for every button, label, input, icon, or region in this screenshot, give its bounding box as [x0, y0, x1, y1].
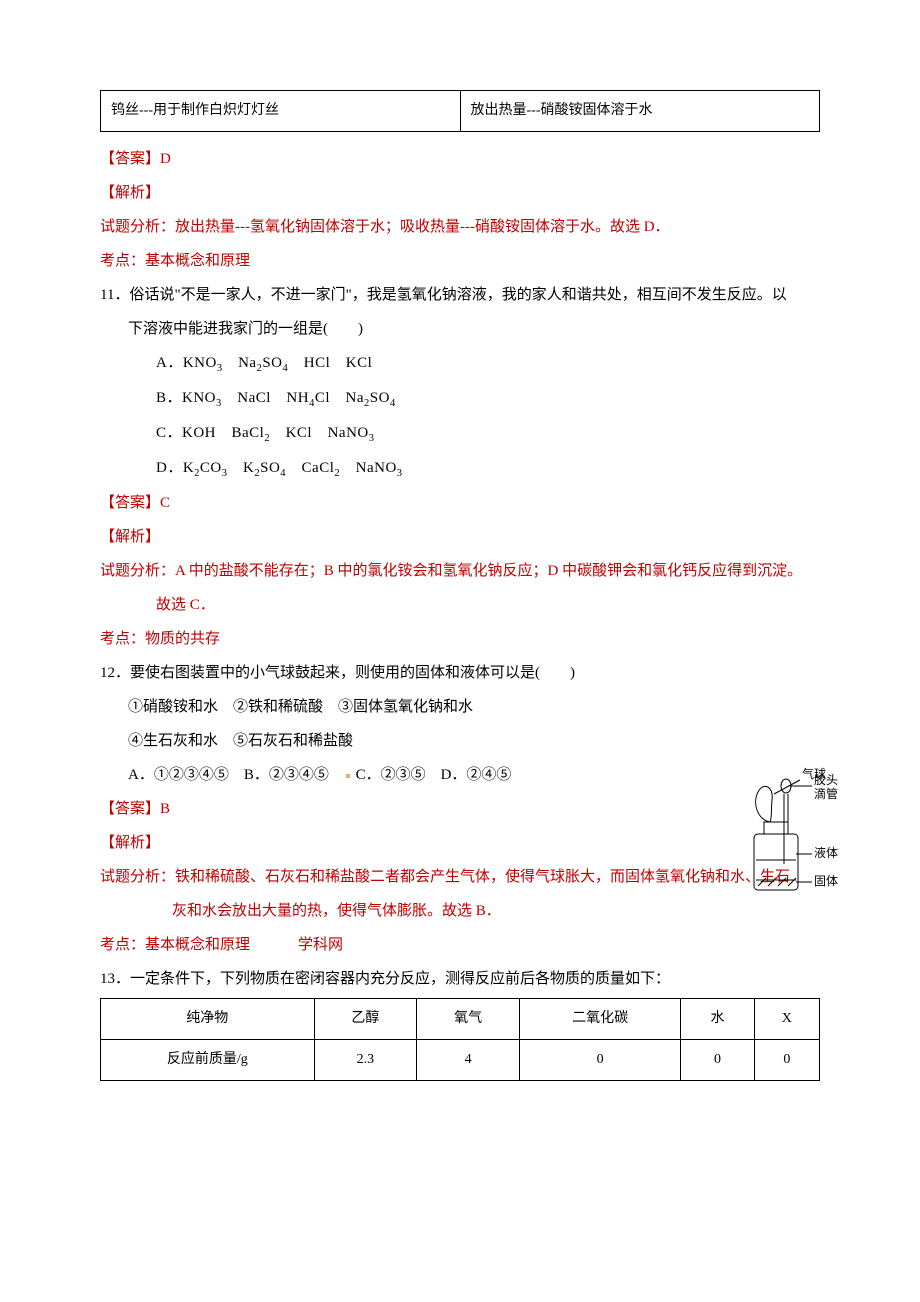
q11-analysis-text2: 故选 C． — [100, 590, 820, 620]
cell-right: 放出热量---硝酸铵固体溶于水 — [460, 91, 820, 132]
q11-option-a: A．KNO3 Na2SO4 HCl KCl — [100, 348, 820, 379]
q12-options: A．①②③④⑤ B．②③④⑤ C．②③⑤ D．②④⑤ — [100, 760, 820, 790]
q12-items-line1: ①硝酸铵和水 ②铁和稀硫酸 ③固体氢氧化钠和水 — [100, 692, 820, 722]
table-header-row: 纯净物 乙醇 氧气 二氧化碳 水 X — [101, 999, 820, 1040]
q13-data-table: 纯净物 乙醇 氧气 二氧化碳 水 X 反应前质量/g 2.3 4 0 0 0 — [100, 998, 820, 1081]
q11-kaodian: 考点：物质的共存 — [100, 624, 820, 654]
kaodian-label: 考点： — [100, 937, 145, 953]
answer-value: C — [160, 495, 170, 511]
col-oxygen: 氧气 — [417, 999, 520, 1040]
q13-stem: 13．一定条件下，下列物质在密闭容器内充分反应，测得反应前后各物质的质量如下： — [100, 964, 820, 994]
q11-analysis-label: 【解析】 — [100, 522, 820, 552]
q12-analysis-text1: 试题分析：铁和稀硫酸、石灰石和稀盐酸二者都会产生气体，使得气球胀大，而固体氢氧化… — [100, 862, 820, 892]
label-liquid: 液体 — [814, 845, 838, 860]
col-x: X — [754, 999, 819, 1040]
cell-left: 钨丝---用于制作白炽灯灯丝 — [101, 91, 461, 132]
answer-label: 【答案】 — [100, 495, 160, 511]
q12-answer: 【答案】B — [100, 794, 820, 824]
col-substance: 纯净物 — [101, 999, 315, 1040]
stem-text: 要使右图装置中的小气球鼓起来，则使用的固体和液体可以是( ) — [130, 665, 575, 681]
q-number: 13． — [100, 971, 130, 987]
q10-analysis-text: 试题分析：放出热量---氢氧化钠固体溶于水；吸收热量---硝酸铵固体溶于水。故选… — [100, 212, 820, 242]
answer-label: 【答案】 — [100, 801, 160, 817]
answer-label: 【答案】 — [100, 151, 160, 167]
stem-text: 一定条件下，下列物质在密闭容器内充分反应，测得反应前后各物质的质量如下： — [130, 971, 670, 987]
kaodian-label: 考点： — [100, 631, 145, 647]
cell-x: 0 — [754, 1040, 819, 1081]
q11-analysis-text1: 试题分析：A 中的盐酸不能存在；B 中的氯化铵会和氢氧化钠反应；D 中碳酸钾会和… — [100, 556, 820, 586]
q10-kaodian: 考点：基本概念和原理 — [100, 246, 820, 276]
col-co2: 二氧化碳 — [519, 999, 680, 1040]
label-dropper-2: 滴管 — [814, 786, 838, 801]
watermark-text: 学科网 — [298, 937, 343, 953]
q11-stem-line2: 下溶液中能进我家门的一组是( ) — [100, 314, 820, 344]
cell-water: 0 — [681, 1040, 754, 1081]
kaodian-label: 考点： — [100, 253, 145, 269]
q12-stem: 12．要使右图装置中的小气球鼓起来，则使用的固体和液体可以是( ) — [100, 658, 820, 688]
q-number: 11． — [100, 287, 129, 303]
col-ethanol: 乙醇 — [314, 999, 417, 1040]
kaodian-text: 基本概念和原理 — [145, 253, 250, 269]
answer-value: D — [160, 151, 171, 167]
q11-option-c: C．KOH BaCl2 KCl NaNO3 — [100, 418, 820, 449]
q11-stem-line1: 11．俗话说"不是一家人，不进一家门"，我是氢氧化钠溶液，我的家人和谐共处，相互… — [100, 280, 820, 310]
cell-ethanol: 2.3 — [314, 1040, 417, 1081]
q12-kaodian: 考点：基本概念和原理 学科网 — [100, 930, 820, 960]
q-number: 12． — [100, 665, 130, 681]
col-water: 水 — [681, 999, 754, 1040]
cell-oxygen: 4 — [417, 1040, 520, 1081]
q12-items-line2: ④生石灰和水 ⑤石灰石和稀盐酸 — [100, 726, 820, 756]
cell-co2: 0 — [519, 1040, 680, 1081]
kaodian-text: 基本概念和原理 — [145, 937, 250, 953]
q10-answer: 【答案】D — [100, 144, 820, 174]
q11-option-b: B．KNO3 NaCl NH4Cl Na2SO4 — [100, 383, 820, 414]
label-dropper-1: 胶头 — [814, 772, 838, 787]
answer-value: B — [160, 801, 170, 817]
kaodian-text: 物质的共存 — [145, 631, 220, 647]
q12-options-text: A．①②③④⑤ B．②③④⑤ C．②③⑤ D．②④⑤ — [128, 767, 511, 783]
q12-analysis-label: 【解析】 — [100, 828, 820, 858]
q12-apparatus-diagram: 气球 胶头 滴管 液体 固体 — [744, 764, 864, 904]
q11-answer: 【答案】C — [100, 488, 820, 518]
table-row: 钨丝---用于制作白炽灯灯丝 放出热量---硝酸铵固体溶于水 — [101, 91, 820, 132]
q10-option-table: 钨丝---用于制作白炽灯灯丝 放出热量---硝酸铵固体溶于水 — [100, 90, 820, 132]
row-label: 反应前质量/g — [101, 1040, 315, 1081]
table-row: 反应前质量/g 2.3 4 0 0 0 — [101, 1040, 820, 1081]
dot-icon — [346, 774, 350, 778]
q10-analysis-label: 【解析】 — [100, 178, 820, 208]
stem-text: 俗话说"不是一家人，不进一家门"，我是氢氧化钠溶液，我的家人和谐共处，相互间不发… — [129, 287, 786, 303]
q11-option-d: D．K2CO3 K2SO4 CaCl2 NaNO3 — [100, 453, 820, 484]
label-solid: 固体 — [814, 874, 838, 888]
q12-analysis-text2: 灰和水会放出大量的热，使得气体膨胀。故选 B． — [100, 896, 820, 926]
